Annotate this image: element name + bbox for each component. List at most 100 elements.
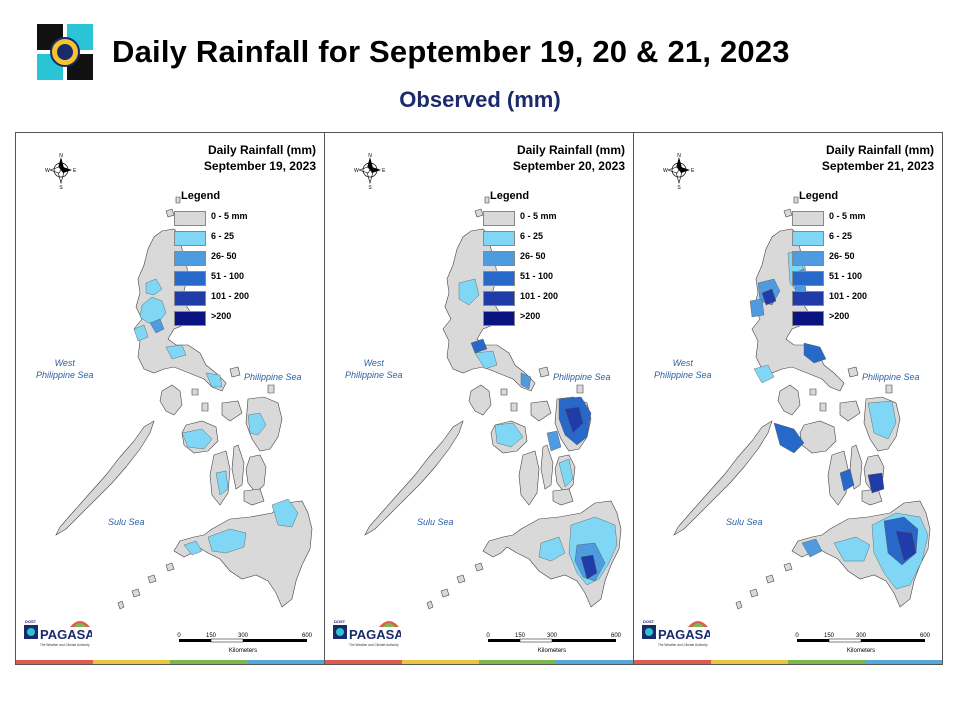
svg-text:0: 0	[795, 633, 799, 639]
land-area	[793, 196, 799, 204]
legend-label: 6 - 25	[520, 231, 544, 241]
land-area	[173, 500, 313, 608]
land-area	[809, 388, 817, 396]
legend-swatch	[174, 231, 206, 246]
strip-segment	[865, 660, 942, 664]
panel-title: Daily Rainfall (mm) September 21, 2023	[822, 142, 934, 174]
compass-s: S	[368, 185, 372, 189]
land-area	[576, 384, 584, 394]
land-area	[500, 388, 508, 396]
legend-label: 26- 50	[211, 251, 237, 261]
legend-swatch	[174, 291, 206, 306]
legend-swatch	[483, 311, 515, 326]
panel-title: Daily Rainfall (mm) September 19, 2023	[204, 142, 316, 174]
svg-text:0: 0	[486, 633, 490, 639]
strip-segment	[634, 660, 711, 664]
legend-label: 51 - 100	[520, 271, 554, 281]
land-area	[175, 196, 181, 204]
philippine-sea-label: Philippine Sea	[244, 372, 302, 382]
legend-label: 51 - 100	[211, 271, 245, 281]
svg-text:300: 300	[547, 633, 558, 639]
philippine-sea-label: Philippine Sea	[553, 372, 611, 382]
pagasa-seal-logo	[33, 20, 97, 84]
legend-label: 0 - 5 mm	[829, 211, 866, 221]
compass-w: W	[45, 168, 50, 174]
rainfall-area	[139, 296, 167, 324]
philippine-sea-label: Philippine Sea	[862, 372, 920, 382]
page-subtitle: Observed (mm)	[399, 87, 561, 112]
rainfall-map-panel-1: N S W E Daily Rainfall (mm) September 19…	[15, 132, 325, 665]
compass-w: W	[354, 168, 359, 174]
west-philippine-sea-label: West Philippine Sea	[654, 358, 712, 380]
panel-title-date: September 20, 2023	[512, 159, 625, 173]
land-area	[765, 574, 775, 584]
land-area	[267, 384, 275, 394]
rainfall-area	[749, 298, 765, 318]
rainfall-area	[494, 422, 524, 448]
panel-title-date: September 19, 2023	[203, 159, 316, 173]
rainfall-area	[133, 324, 149, 342]
legend-swatch	[792, 311, 824, 326]
strip-segment	[711, 660, 788, 664]
scale-bar: 0 150 300 600 Kilometers	[177, 633, 312, 654]
rainfall-area	[458, 278, 480, 306]
compass-rose-icon: N S W E	[354, 153, 386, 189]
land-area	[147, 574, 157, 584]
legend-swatch	[483, 231, 515, 246]
compass-e: E	[691, 168, 695, 174]
rainfall-area	[145, 278, 163, 296]
land-area	[55, 420, 155, 536]
compass-s: S	[59, 185, 63, 189]
strip-segment	[93, 660, 170, 664]
land-area	[510, 402, 518, 412]
svg-text:150: 150	[206, 633, 217, 639]
compass-n: N	[368, 153, 372, 159]
land-area	[201, 402, 209, 412]
page-title: Daily Rainfall for September 19, 20 & 21…	[112, 34, 790, 69]
land-area	[518, 450, 540, 506]
rainfall-area	[833, 536, 871, 562]
legend-swatch	[483, 251, 515, 266]
rainfall-area	[538, 536, 566, 562]
legend-label: 101 - 200	[211, 291, 250, 301]
legend-label: 6 - 25	[211, 231, 235, 241]
land-area	[159, 384, 183, 416]
rainfall-area	[215, 470, 229, 496]
strip-segment	[556, 660, 633, 664]
strip-segment	[402, 660, 479, 664]
rainfall-area	[867, 472, 885, 494]
legend-swatch	[174, 271, 206, 286]
legend-label: 51 - 100	[829, 271, 863, 281]
rainfall-area	[773, 422, 805, 454]
panel-title-line1: Daily Rainfall (mm)	[825, 143, 934, 157]
pagasa-logo: DOST PAGASA The Weather and Climate Auth…	[24, 619, 92, 647]
strip-segment	[788, 660, 865, 664]
strip-segment	[479, 660, 556, 664]
land-area	[243, 488, 265, 506]
panel-title-line1: Daily Rainfall (mm)	[207, 143, 316, 157]
land-area	[749, 588, 759, 598]
strip-segment	[16, 660, 93, 664]
strip-segment	[247, 660, 324, 664]
svg-text:0: 0	[177, 633, 181, 639]
land-area	[484, 196, 490, 204]
svg-text:600: 600	[920, 633, 931, 639]
svg-text:600: 600	[611, 633, 622, 639]
land-area	[885, 384, 893, 394]
legend-label: 0 - 5 mm	[520, 211, 557, 221]
sulu-sea-label: Sulu Sea	[108, 517, 145, 527]
svg-text:DOST: DOST	[643, 619, 655, 624]
land-area	[364, 420, 464, 536]
svg-text:The Weather and Climate Author: The Weather and Climate Authority	[658, 643, 708, 647]
philippines-rainfall-map	[55, 196, 313, 610]
rainfall-area	[753, 364, 775, 384]
rainfall-area	[183, 540, 203, 556]
sulu-sea-label: Sulu Sea	[726, 517, 763, 527]
color-strip	[325, 660, 633, 664]
land-area	[131, 588, 141, 598]
pagasa-logo: DOST PAGASA The Weather and Climate Auth…	[642, 619, 710, 647]
svg-text:150: 150	[824, 633, 835, 639]
rainfall-area	[470, 338, 488, 354]
legend-label: 101 - 200	[829, 291, 868, 301]
scale-bar: 0 150 300 600 Kilometers	[795, 633, 931, 654]
